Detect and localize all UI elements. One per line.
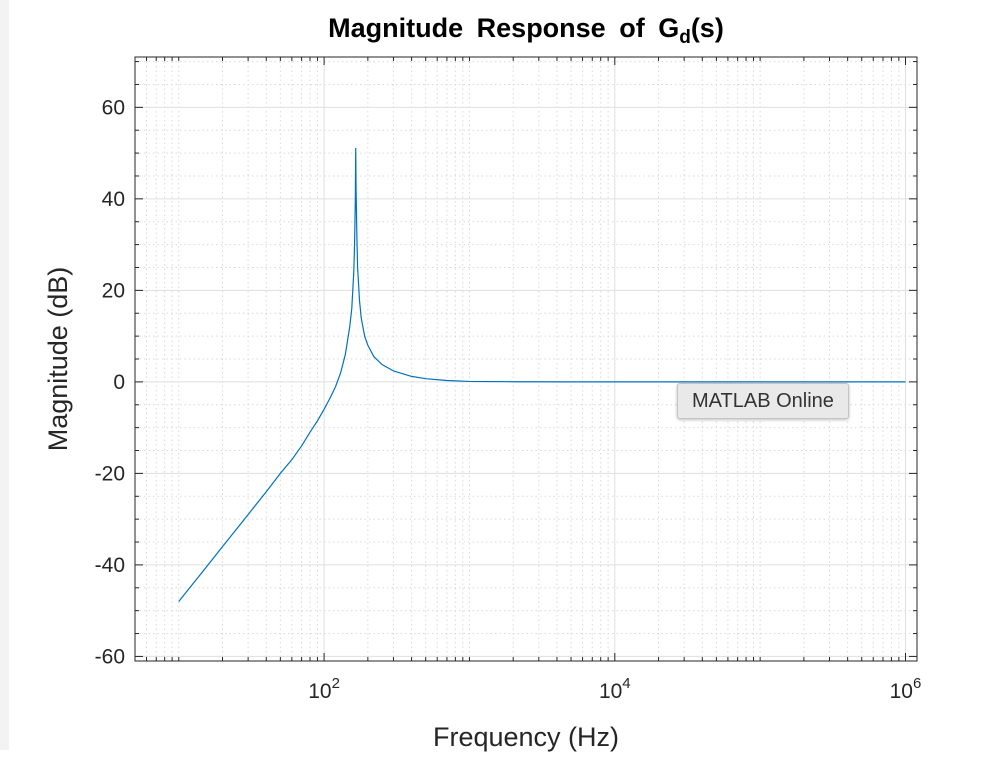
y-tick-label: 0 <box>113 371 125 394</box>
x-tick-label-exponent: 4 <box>622 675 630 692</box>
x-tick-label: 104 <box>599 675 631 703</box>
y-axis-label: Magnitude (dB) <box>43 267 73 452</box>
left-panel-strip <box>0 0 9 750</box>
minor-grid <box>134 57 917 661</box>
y-tick-label: 40 <box>102 188 125 211</box>
y-tick-label: 60 <box>102 96 125 119</box>
y-tick-labels: -60 -40 -20 0 20 40 60 <box>95 96 125 668</box>
y-tick-label: -40 <box>95 554 125 577</box>
x-axis-label: Frequency (Hz) <box>433 722 619 752</box>
x-tick-label-exponent: 6 <box>913 675 921 692</box>
x-tick-label: 102 <box>308 675 340 703</box>
x-tick-label-exponent: 2 <box>332 675 340 692</box>
y-tick-label: -60 <box>95 645 125 668</box>
magnitude-response-line <box>178 147 906 602</box>
chart-title-subscript: d <box>679 27 691 48</box>
x-tick-label-base: 10 <box>599 680 622 703</box>
matlab-online-tooltip: MATLAB Online <box>677 383 849 419</box>
tick-marks <box>134 57 917 661</box>
x-tick-label-base: 10 <box>890 680 913 703</box>
x-tick-label-base: 10 <box>308 680 331 703</box>
y-tick-label: -20 <box>95 462 125 485</box>
series-group <box>178 147 906 602</box>
plot-area-background <box>135 57 917 661</box>
x-tick-labels: 102 104 106 <box>308 675 921 703</box>
chart-title-suffix: (s) <box>691 13 724 43</box>
chart-title-main: Magnitude Response of G <box>328 13 679 43</box>
x-tick-label: 106 <box>890 675 922 703</box>
chart-title: Magnitude Response of Gd(s) <box>328 13 724 48</box>
y-tick-label: 20 <box>102 279 125 302</box>
